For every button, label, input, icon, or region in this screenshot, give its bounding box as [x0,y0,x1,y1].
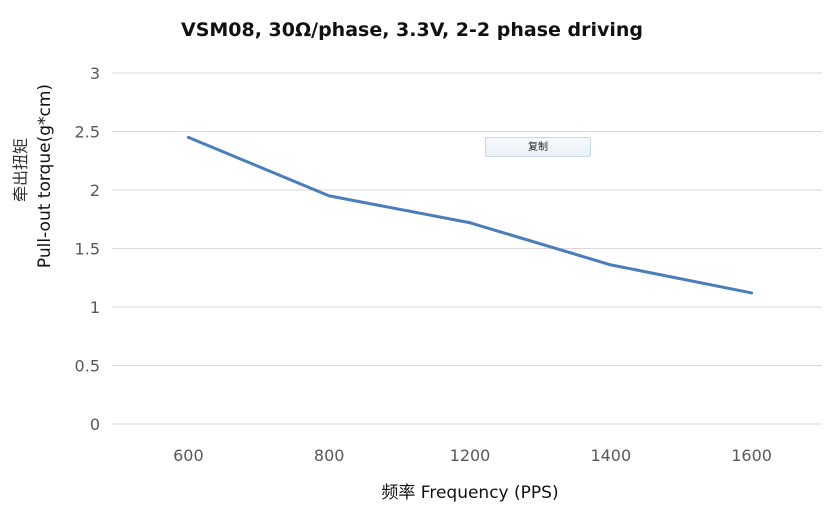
y-tick-label: 2 [90,181,100,200]
x-tick-label: 800 [314,446,345,465]
x-tick-label: 600 [173,446,204,465]
series-line [187,135,752,295]
y-tick-label: 1 [90,298,100,317]
chart-title: VSM08, 30Ω/phase, 3.3V, 2-2 phase drivin… [181,19,643,41]
copy-button[interactable]: 复制 [485,137,591,157]
data-point [750,291,754,295]
x-axis-label: 频率 Frequency (PPS) [381,483,558,503]
data-point [609,263,613,267]
data-point [186,135,190,139]
y-tick-label: 3 [90,64,100,83]
data-point [327,194,331,198]
x-tick-label: 1600 [731,446,772,465]
y-tick-label: 0 [90,415,100,434]
y-tick-label: 2.5 [75,123,100,142]
y-tick-label: 1.5 [75,240,100,259]
y-tick-label: 0.5 [75,357,100,376]
y-axis-label-cn: 牵出扭矩 [11,138,30,202]
data-point [468,221,472,225]
x-tick-label: 1200 [450,446,491,465]
y-axis-label-en: Pull-out torque(g*cm) [35,84,55,268]
x-tick-label: 1400 [590,446,631,465]
